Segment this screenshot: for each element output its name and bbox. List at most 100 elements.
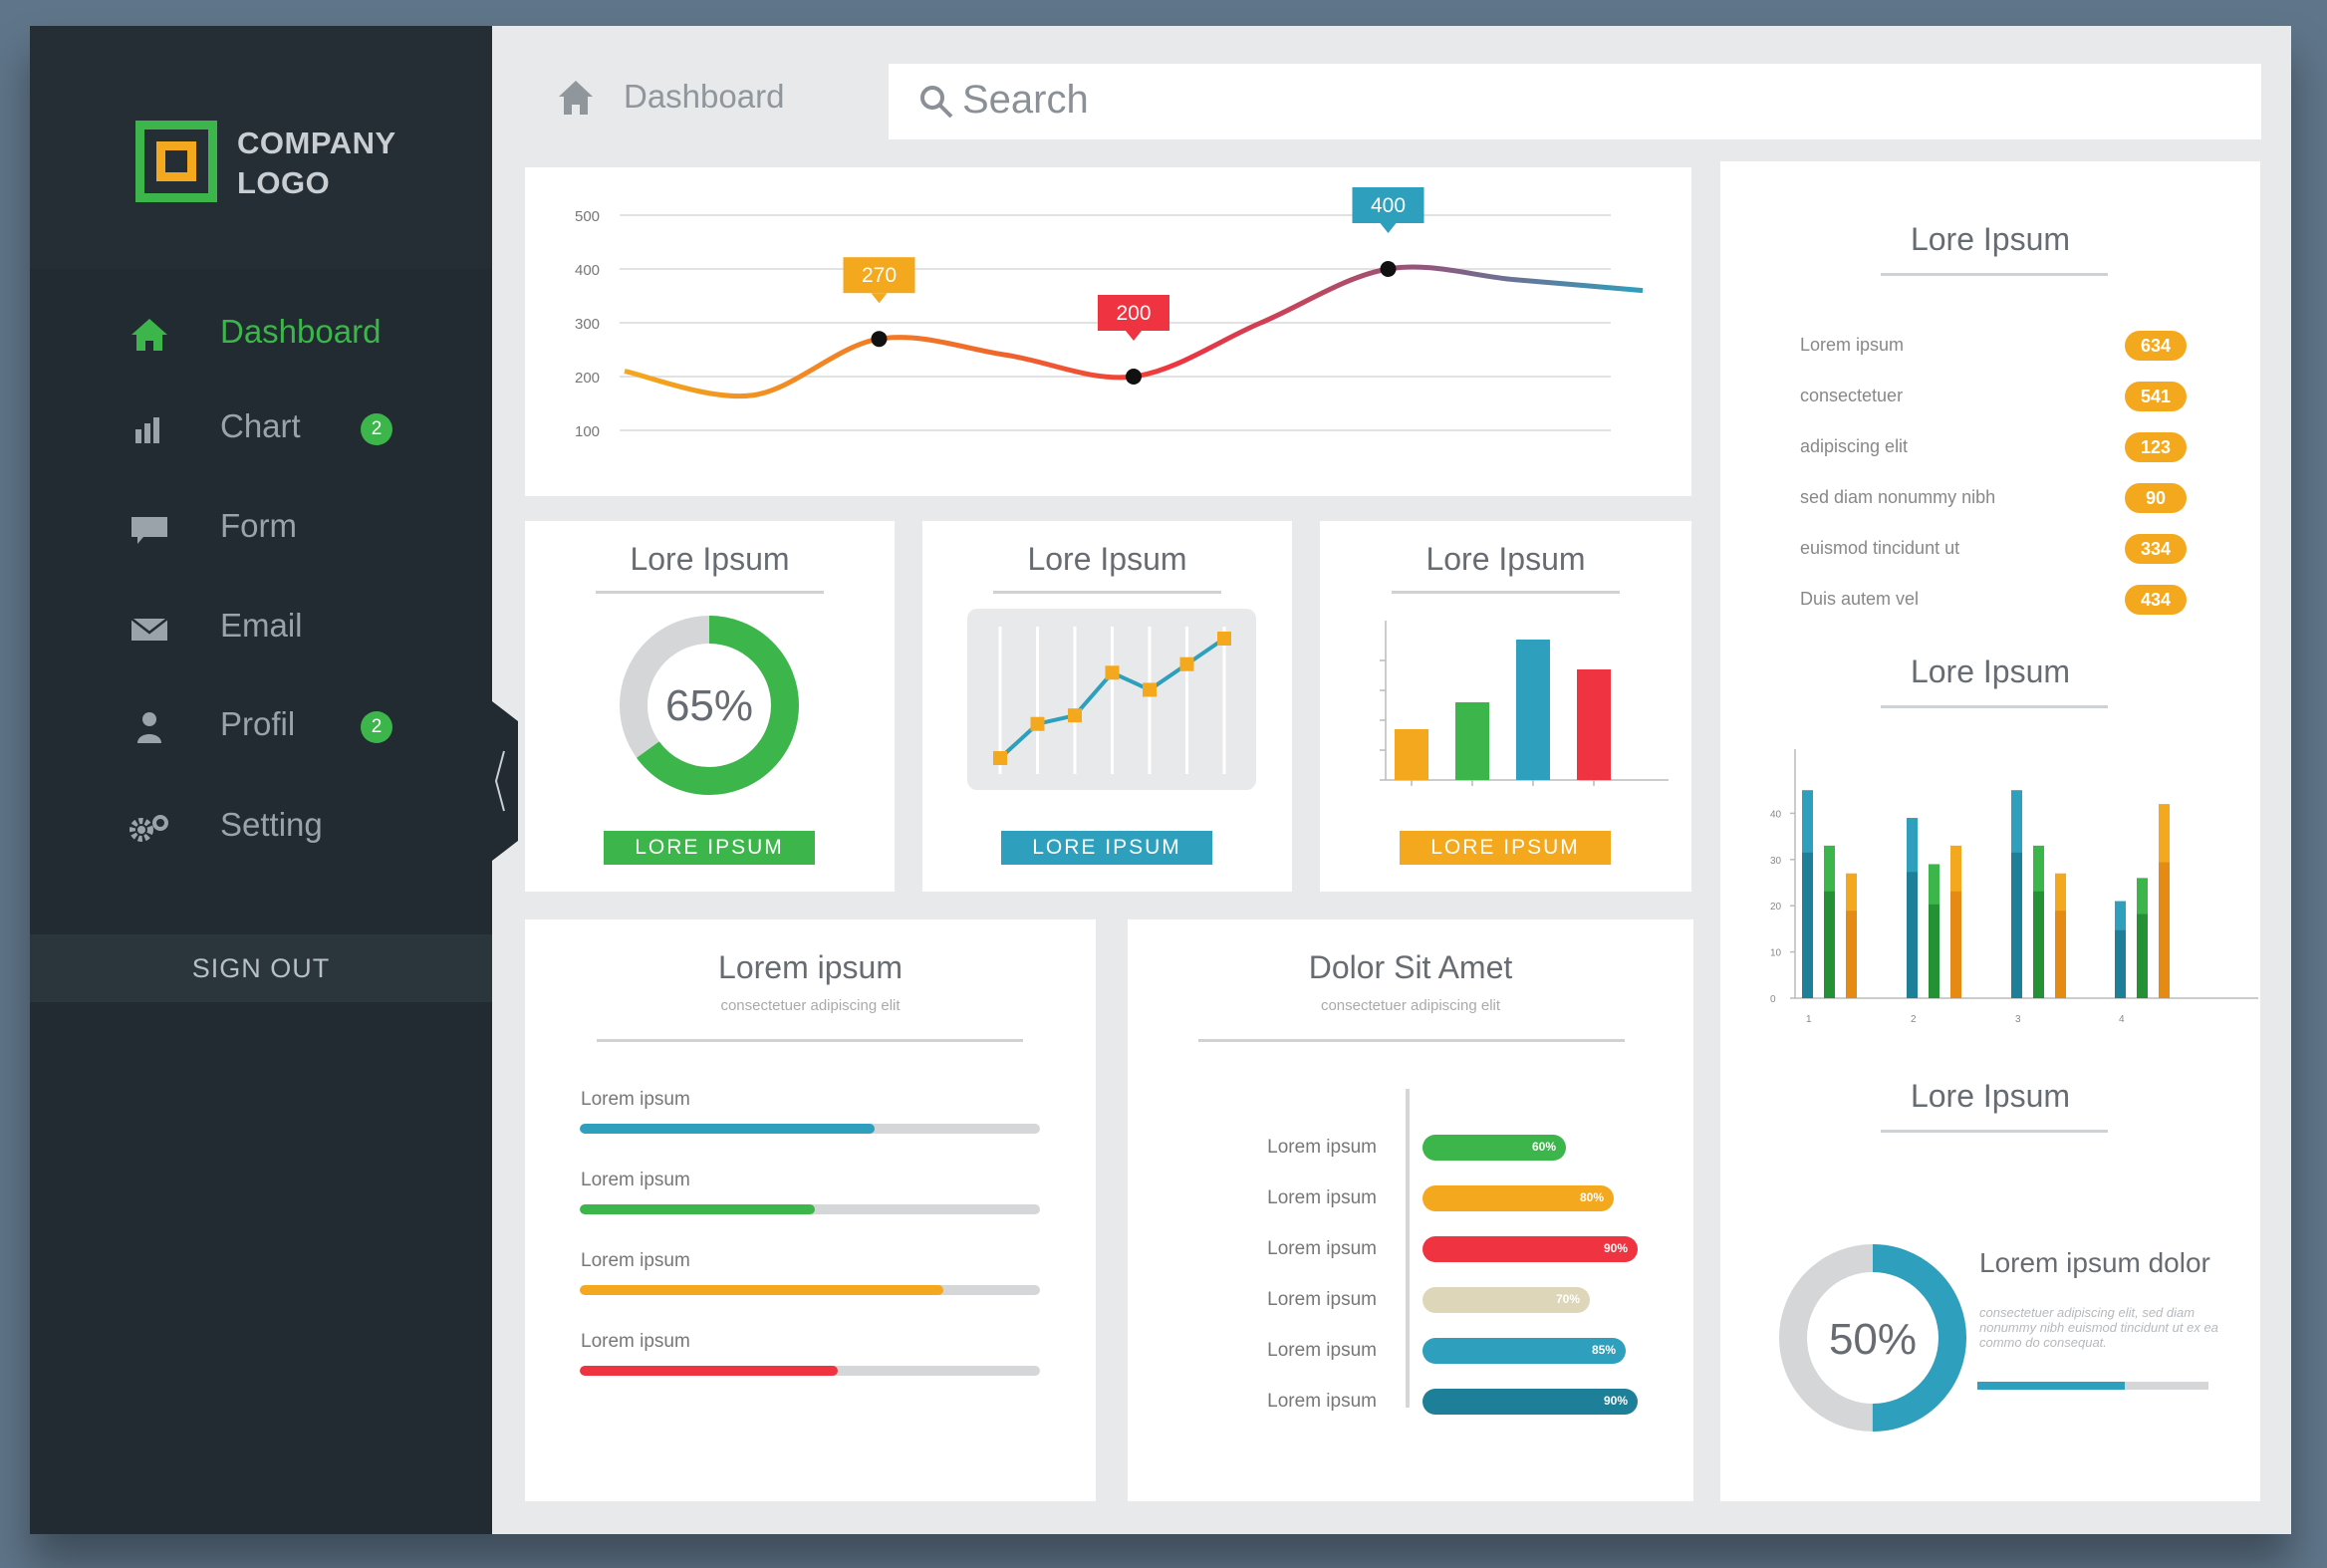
callout-pointer xyxy=(1380,223,1397,233)
card-subtitle: consectetuer adipiscing elit xyxy=(720,997,901,1014)
sidebar-item-form[interactable]: Form xyxy=(30,489,492,569)
progress-fill xyxy=(1977,1382,2126,1390)
sidebar-item-email[interactable]: Email xyxy=(30,589,492,668)
donut-heading: Lorem ipsum dolor xyxy=(1979,1247,2210,1278)
sidebar-item-profil[interactable]: Profil 2 xyxy=(30,687,492,767)
callout-pointer xyxy=(1126,331,1142,341)
mini-bar-chart xyxy=(1380,621,1669,786)
y-tick-label: 20 xyxy=(1770,902,1782,913)
data-point xyxy=(1126,369,1142,385)
bar-shade xyxy=(2137,914,2148,998)
sidebar-item-dashboard[interactable]: Dashboard xyxy=(30,295,492,375)
bar-label: Lorem ipsum xyxy=(1267,1137,1377,1158)
bar-label: Lorem ipsum xyxy=(1267,1238,1377,1259)
horizontal-bar: 80% xyxy=(1422,1185,1614,1211)
y-tick-label: 30 xyxy=(1770,856,1782,867)
list-item-label: sed diam nonummy nibh xyxy=(1800,487,1996,507)
lore-ipsum-button[interactable]: LORE IPSUM xyxy=(1400,831,1611,865)
donut-slice xyxy=(1779,1244,1966,1432)
data-point xyxy=(1105,665,1120,680)
list-item-label: Duis autem vel xyxy=(1800,589,1920,609)
card-subtitle: consectetuer adipiscing elit xyxy=(1320,997,1501,1014)
progress-label: Lorem ipsum xyxy=(581,1089,690,1110)
bar-value: 70% xyxy=(1555,1292,1580,1306)
bar-shade xyxy=(1950,891,1961,998)
divider xyxy=(1392,591,1620,594)
data-point xyxy=(871,331,888,348)
home-icon[interactable] xyxy=(556,78,596,118)
card-title: Lore Ipsum xyxy=(1910,1078,2071,1114)
notification-badge: 2 xyxy=(361,711,392,743)
mini-line-card: Lore Ipsum LORE IPSUM xyxy=(922,521,1292,892)
sidebar-item-label: Dashboard xyxy=(220,313,382,350)
list-item-label: Lorem ipsum xyxy=(1800,335,1905,355)
bar xyxy=(1455,702,1489,780)
divider xyxy=(596,591,824,594)
breadcrumb[interactable]: Dashboard xyxy=(624,78,785,115)
progress-card: Lorem ipsum consectetuer adipiscing elit… xyxy=(525,919,1096,1501)
search-input[interactable]: Search xyxy=(889,64,2261,139)
sign-out-button[interactable]: SIGN OUT xyxy=(30,934,492,1002)
data-point xyxy=(993,751,1007,765)
line-chart-card: 500 400 300 200 100 270 200 400 xyxy=(525,167,1691,496)
y-tick-label: 0 xyxy=(1770,994,1776,1005)
bar-value: 85% xyxy=(1591,1343,1616,1357)
list-item-label: consectetuer xyxy=(1800,386,1904,405)
bar-shade xyxy=(2115,929,2126,998)
data-point xyxy=(1217,632,1231,646)
value-callout xyxy=(1098,295,1169,331)
value-callout xyxy=(843,257,915,294)
right-panel: Lore Ipsum Lorem ipsum 634 consectetuer 541… xyxy=(1720,161,2260,1501)
progress-fill xyxy=(580,1366,838,1376)
bar-value: 90% xyxy=(1603,1241,1628,1255)
donut-chart: 65% xyxy=(620,616,799,795)
list-item-label: adipiscing elit xyxy=(1800,436,1909,456)
progress-track xyxy=(580,1124,1040,1134)
sidebar-item-chart[interactable]: Chart 2 xyxy=(30,390,492,469)
bar-shade xyxy=(2159,862,2170,998)
divider xyxy=(1198,1039,1625,1042)
y-tick-label: 200 xyxy=(575,370,600,387)
progress-track xyxy=(580,1285,1040,1295)
divider xyxy=(1881,1130,2108,1133)
bar-shade xyxy=(1824,891,1835,998)
data-point xyxy=(1380,261,1397,277)
callout-label: 270 xyxy=(862,264,897,287)
count-badge: 123 xyxy=(2125,432,2187,462)
user-icon xyxy=(137,712,161,743)
horizontal-bar: 85% xyxy=(1422,1338,1626,1364)
notification-badge: 2 xyxy=(361,413,392,445)
bar-value: 80% xyxy=(1579,1190,1604,1204)
y-tick-label: 10 xyxy=(1770,948,1782,959)
card-title: Lore Ipsum xyxy=(1910,221,2071,257)
line-chart: 500 400 300 200 100 270 200 400 xyxy=(575,187,1644,440)
divider xyxy=(1881,273,2108,276)
sidebar-collapse-toggle[interactable] xyxy=(492,701,518,861)
lore-ipsum-button[interactable]: LORE IPSUM xyxy=(604,831,815,865)
donut-card: Lore Ipsum 65% LORE IPSUM xyxy=(525,521,895,892)
bar xyxy=(1516,640,1550,780)
progress-fill xyxy=(580,1204,815,1214)
value-callout xyxy=(1352,187,1424,223)
progress-fill xyxy=(580,1285,943,1295)
horizontal-bar: 70% xyxy=(1422,1287,1590,1313)
card-title: Lorem ipsum xyxy=(718,949,903,985)
bar-shade xyxy=(1929,904,1939,998)
bar-label: Lorem ipsum xyxy=(1267,1289,1377,1310)
x-tick-label: 4 xyxy=(2119,1014,2125,1025)
donut-chart: 50% xyxy=(1779,1244,1966,1432)
bar-shade xyxy=(2033,891,2044,998)
lore-ipsum-button[interactable]: LORE IPSUM xyxy=(1001,831,1212,865)
search-placeholder: Search xyxy=(962,78,1089,122)
bar-chart-icon xyxy=(135,417,159,443)
count-badge: 90 xyxy=(2125,483,2187,513)
x-tick-label: 3 xyxy=(2015,1014,2021,1025)
progress-label: Lorem ipsum xyxy=(581,1170,690,1190)
list-item-label: euismod tincidunt ut xyxy=(1800,538,1960,558)
count-badge: 334 xyxy=(2125,534,2187,564)
horizontal-bar: 90% xyxy=(1422,1236,1638,1262)
sidebar-item-label: Chart xyxy=(220,407,301,444)
sidebar-item-setting[interactable]: Setting xyxy=(30,788,492,868)
count-badge: 434 xyxy=(2125,585,2187,615)
divider xyxy=(993,591,1221,594)
